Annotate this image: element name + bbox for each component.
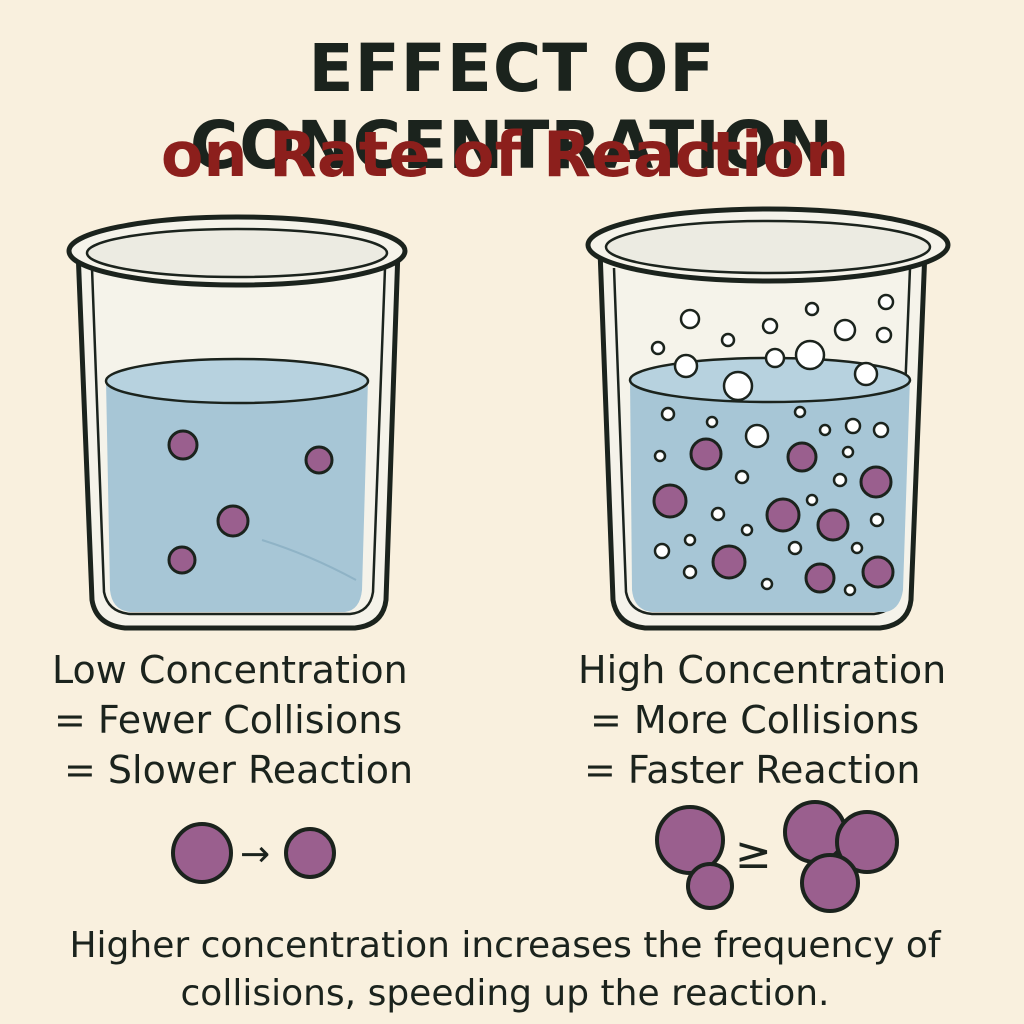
beaker-rim-inner xyxy=(604,219,932,275)
bubble xyxy=(869,512,885,528)
high-particles xyxy=(652,437,895,594)
bubble xyxy=(877,293,895,311)
bubble xyxy=(682,564,698,580)
bubble xyxy=(832,472,848,488)
bubbles xyxy=(650,293,895,597)
particle xyxy=(216,504,250,538)
footer-line-2: collisions, speeding up the reaction. xyxy=(180,973,830,1014)
bubble xyxy=(764,347,786,369)
high-heading: High Concentration xyxy=(578,648,947,692)
bubble xyxy=(744,423,770,449)
low-concentration-caption: Low Concentration = Fewer Collisions = S… xyxy=(52,645,413,795)
bubble xyxy=(761,317,779,335)
beaker-liquid xyxy=(106,368,368,612)
beaker-inner-wall xyxy=(90,267,387,616)
low-reaction-text: = Slower Reaction xyxy=(64,748,414,792)
bubble xyxy=(705,415,719,429)
low-heading: Low Concentration xyxy=(52,648,408,692)
bubble xyxy=(843,583,857,597)
page-subtitle: on Rate of Reaction xyxy=(160,118,850,191)
bubble xyxy=(872,421,890,439)
particle xyxy=(804,562,836,594)
bubble xyxy=(853,361,879,387)
particle xyxy=(816,508,850,542)
low-concentration-beaker xyxy=(66,214,408,631)
beaker-rim-inner xyxy=(85,227,389,279)
bubble xyxy=(683,533,697,547)
particle xyxy=(284,827,336,879)
bubble xyxy=(710,506,726,522)
particle xyxy=(167,429,199,461)
bubble xyxy=(787,540,803,556)
bubble xyxy=(660,406,676,422)
particle xyxy=(711,544,747,580)
particle xyxy=(167,545,197,575)
particle xyxy=(689,437,723,471)
particle xyxy=(786,441,818,473)
particle xyxy=(171,822,233,884)
bubble xyxy=(805,493,819,507)
bubble xyxy=(804,301,820,317)
high-collision-illustration: ≥ xyxy=(655,800,899,913)
particle xyxy=(859,465,893,499)
bubble xyxy=(720,332,736,348)
particle xyxy=(652,483,688,519)
bubble xyxy=(841,445,855,459)
particle xyxy=(861,555,895,589)
liquid-surface xyxy=(104,357,370,405)
bubble xyxy=(722,370,754,402)
low-particles xyxy=(167,429,334,575)
particle xyxy=(686,862,734,910)
page-title: EFFECT OF CONCENTRATION xyxy=(189,30,835,184)
low-collision-illustration: → xyxy=(171,822,336,884)
high-concentration-caption: High Concentration = More Collisions = F… xyxy=(578,645,946,795)
bubble xyxy=(734,469,750,485)
high-collisions-text: = More Collisions xyxy=(590,698,920,742)
bubble xyxy=(794,339,826,371)
bubble xyxy=(833,318,857,342)
bubble xyxy=(679,308,701,330)
high-concentration-beaker xyxy=(585,206,951,631)
footer-line-1: Higher concentration increases the frequ… xyxy=(69,925,941,966)
bubble xyxy=(650,340,666,356)
beaker-liquid xyxy=(630,365,910,612)
particle xyxy=(783,800,847,864)
low-collisions-text: = Fewer Collisions xyxy=(54,698,403,742)
bubble xyxy=(653,449,667,463)
bubble xyxy=(653,542,671,560)
bubble xyxy=(818,423,832,437)
bubble xyxy=(844,417,862,435)
bubble xyxy=(760,577,774,591)
bubble xyxy=(793,405,807,419)
arrow-icon: → xyxy=(240,834,270,875)
particle xyxy=(765,497,801,533)
high-reaction-text: = Faster Reaction xyxy=(584,748,921,792)
bubble xyxy=(673,353,699,379)
relation-icon: ≥ xyxy=(735,828,772,879)
footer-explanation: Higher concentration increases the frequ… xyxy=(0,922,1010,1018)
particle xyxy=(800,853,860,913)
bubble xyxy=(875,326,893,344)
liquid-crack xyxy=(261,539,357,581)
bubble xyxy=(740,523,754,537)
particle xyxy=(835,810,899,874)
bubble xyxy=(850,541,864,555)
particle xyxy=(304,445,334,475)
